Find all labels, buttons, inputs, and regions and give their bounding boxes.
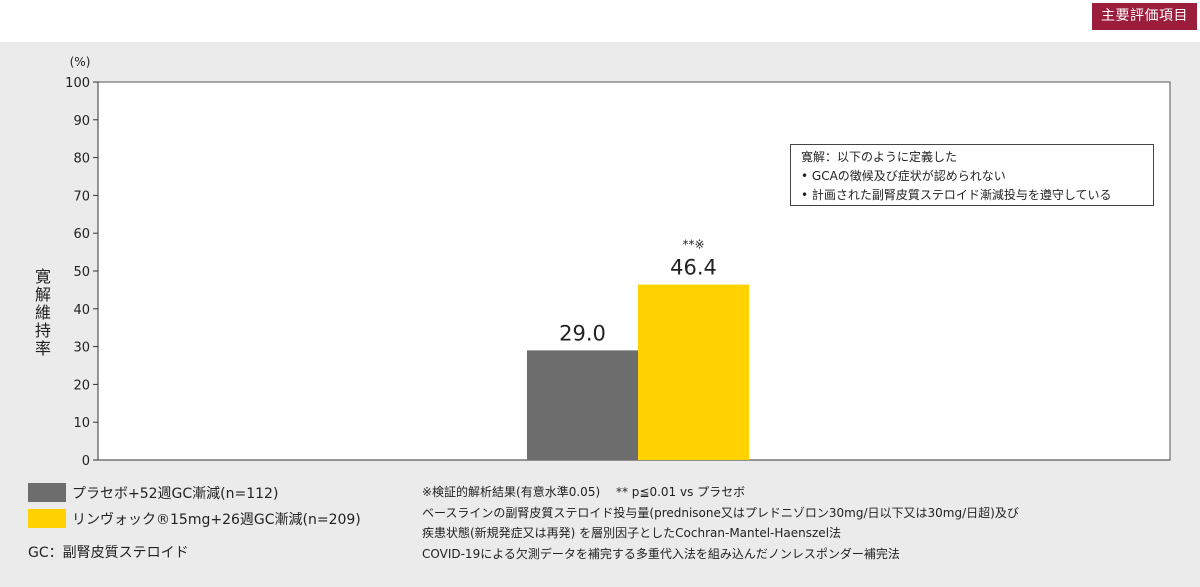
y-axis-title: 寛解維持率: [34, 267, 51, 358]
y-tick-label: 100: [65, 76, 90, 91]
y-tick-label: 70: [73, 189, 90, 204]
legend-item-placebo: プラセボ+52週GC漸減(n=112): [28, 481, 361, 504]
legend: プラセボ+52週GC漸減(n=112) リンヴォック®15mg+26週GC漸減(…: [28, 481, 361, 533]
footnote-line: ※検証的解析結果(有意水準0.05) ** p≦0.01 vs プラセボ: [422, 485, 746, 499]
y-tick-label: 10: [73, 416, 90, 431]
y-tick-label: 90: [73, 114, 90, 129]
bar-value-label: 46.4: [670, 256, 717, 280]
y-tick-label: 40: [73, 303, 90, 318]
y-tick-label: 50: [73, 265, 90, 280]
chart-panel: (%) 0 10 20 30 40 50 60 70 80 90 100 29.0 46.4 **※ 寛…: [0, 42, 1200, 587]
legend-label: プラセボ+52週GC漸減(n=112): [72, 485, 279, 502]
top-strip: 主要評価項目: [0, 0, 1200, 42]
bar-1: [638, 284, 749, 460]
footnote-line: ベースラインの副腎皮質ステロイド投与量(prednisone又はプレドニゾロン3…: [422, 505, 1019, 520]
legend-swatch: [28, 483, 66, 502]
footnote-line: COVID-19による欠測データを補完する多重代入法を組み込んだノンレスポンダー…: [422, 546, 900, 561]
legend-swatch: [28, 509, 66, 528]
y-tick-label: 20: [73, 378, 90, 393]
y-tick-label: 30: [73, 341, 90, 356]
bar-value-label: 29.0: [559, 321, 606, 345]
y-tick-label: 0: [82, 454, 90, 469]
definition-title: 寛解：以下のように定義した: [801, 150, 958, 164]
definition-item: • GCAの徴候及び症状が認められない: [801, 169, 1006, 183]
primary-endpoint-badge: 主要評価項目: [1092, 3, 1197, 30]
legend-label: リンヴォック®15mg+26週GC漸減(n=209): [72, 511, 361, 528]
significance-marker: **※: [682, 238, 704, 252]
bar-0: [527, 350, 638, 460]
remission-definition-box: 寛解：以下のように定義した • GCAの徴候及び症状が認められない • 計画され…: [790, 144, 1154, 206]
footnotes: ※検証的解析結果(有意水準0.05) ** p≦0.01 vs プラセボ ベース…: [422, 482, 1192, 564]
definition-item: • 計画された副腎皮質ステロイド漸減投与を遵守している: [801, 188, 1112, 202]
abbreviation-note: GC：副腎皮質ステロイド: [28, 545, 189, 561]
y-tick-label: 60: [73, 227, 90, 242]
legend-item-rinvoq: リンヴォック®15mg+26週GC漸減(n=209): [28, 507, 361, 530]
y-tick-label: 80: [73, 152, 90, 167]
footnote-line: 疾患状態(新規発症又は再発) を層別因子としたCochran-Mantel-Ha…: [422, 526, 842, 540]
y-unit-label: (%): [70, 55, 91, 69]
